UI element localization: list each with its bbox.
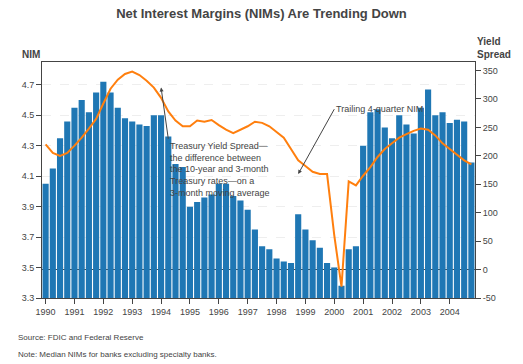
svg-text:4.5: 4.5 bbox=[22, 110, 35, 120]
svg-text:1994: 1994 bbox=[151, 307, 171, 317]
svg-text:1998: 1998 bbox=[267, 307, 287, 317]
svg-text:2003: 2003 bbox=[411, 307, 431, 317]
svg-text:1992: 1992 bbox=[93, 307, 113, 317]
svg-text:2002: 2002 bbox=[382, 307, 402, 317]
svg-text:1991: 1991 bbox=[64, 307, 84, 317]
svg-text:1999: 1999 bbox=[295, 307, 315, 317]
svg-text:1993: 1993 bbox=[122, 307, 142, 317]
svg-text:2004: 2004 bbox=[440, 307, 460, 317]
svg-text:1990: 1990 bbox=[36, 307, 56, 317]
svg-text:YieldSpread: YieldSpread bbox=[477, 36, 511, 60]
svg-text:1995: 1995 bbox=[180, 307, 200, 317]
svg-text:150: 150 bbox=[483, 179, 498, 189]
svg-text:3.7: 3.7 bbox=[22, 232, 35, 242]
svg-text:Note: Median NIMs for banks ex: Note: Median NIMs for banks excluding sp… bbox=[18, 350, 217, 359]
svg-text:200: 200 bbox=[483, 151, 498, 161]
svg-text:2001: 2001 bbox=[353, 307, 373, 317]
svg-text:Source: FDIC and Federal Reser: Source: FDIC and Federal Reserve bbox=[18, 333, 144, 342]
svg-text:2000: 2000 bbox=[324, 307, 344, 317]
svg-text:1997: 1997 bbox=[238, 307, 258, 317]
svg-text:0: 0 bbox=[483, 265, 488, 275]
svg-text:300: 300 bbox=[483, 94, 498, 104]
svg-text:250: 250 bbox=[483, 123, 498, 133]
svg-text:-50: -50 bbox=[483, 293, 496, 303]
svg-text:350: 350 bbox=[483, 66, 498, 76]
svg-text:3.5: 3.5 bbox=[22, 263, 35, 273]
svg-text:4.3: 4.3 bbox=[22, 141, 35, 151]
svg-text:NIM: NIM bbox=[22, 49, 40, 60]
svg-text:3.3: 3.3 bbox=[22, 293, 35, 303]
svg-text:3.9: 3.9 bbox=[22, 202, 35, 212]
svg-text:100: 100 bbox=[483, 208, 498, 218]
svg-text:Treasury Yield Spread—the diff: Treasury Yield Spread—the difference bet… bbox=[170, 141, 270, 198]
svg-text:50: 50 bbox=[483, 236, 493, 246]
svg-text:Net Interest Margins (NIMs) Ar: Net Interest Margins (NIMs) Are Trending… bbox=[116, 6, 407, 21]
svg-text:4.7: 4.7 bbox=[22, 80, 35, 90]
svg-text:1996: 1996 bbox=[209, 307, 229, 317]
svg-text:Trailing 4-quarter NIM: Trailing 4-quarter NIM bbox=[336, 104, 423, 114]
svg-text:4.1: 4.1 bbox=[22, 171, 35, 181]
